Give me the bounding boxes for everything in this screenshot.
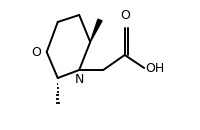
Text: OH: OH	[146, 61, 165, 74]
Text: O: O	[120, 9, 130, 22]
Text: O: O	[32, 46, 42, 58]
Polygon shape	[90, 19, 102, 42]
Text: N: N	[75, 73, 84, 86]
